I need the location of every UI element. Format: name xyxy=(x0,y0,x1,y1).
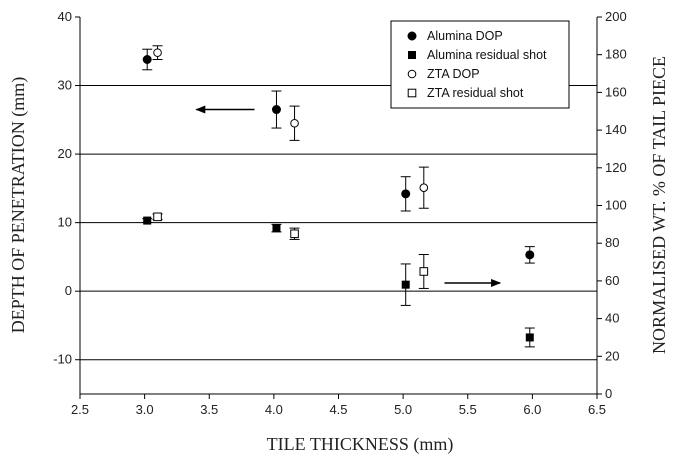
y2-tick-label: 60 xyxy=(605,273,619,288)
y-tick-label: 40 xyxy=(58,9,72,24)
y2-tick-label: 0 xyxy=(605,386,612,401)
y2-tick-label: 180 xyxy=(605,47,627,62)
legend-box xyxy=(390,20,570,109)
y2-tick-label: 80 xyxy=(605,235,619,250)
x-tick-label: 5.0 xyxy=(394,402,412,417)
series-3 xyxy=(152,212,429,289)
y2-tick-label: 120 xyxy=(605,160,627,175)
series-2 xyxy=(152,45,429,209)
y2-axis-title: NORMALISED WT. % OF TAIL PIECE xyxy=(649,56,669,354)
legend-label: ZTA DOP xyxy=(427,67,480,81)
legend-marker xyxy=(408,51,416,59)
data-point xyxy=(419,267,429,276)
data-point xyxy=(272,224,281,233)
x-tick-label: 6.5 xyxy=(588,402,606,417)
y-tick-label: 10 xyxy=(58,215,72,230)
y2-tick-label: 40 xyxy=(605,311,619,326)
y-axis-title: DEPTH OF PENETRATION (mm) xyxy=(8,77,29,334)
legend-marker xyxy=(407,31,417,41)
legend-marker xyxy=(407,88,417,98)
y2-tick-label: 100 xyxy=(605,198,627,213)
y2-tick-label: 200 xyxy=(605,9,627,24)
data-point xyxy=(419,183,429,192)
series-1 xyxy=(142,216,535,348)
y-axis-ticks: -10 0 10 20 30 40 xyxy=(53,9,80,367)
data-point xyxy=(143,216,152,225)
legend-label: ZTA residual shot xyxy=(427,86,524,100)
x-tick-label: 4.5 xyxy=(329,402,347,417)
data-point xyxy=(290,118,299,128)
y-tick-label: 20 xyxy=(58,146,72,161)
data-point xyxy=(153,48,162,57)
legend-marker xyxy=(407,69,417,79)
data-point xyxy=(153,212,162,222)
data-point xyxy=(401,189,411,199)
data-point xyxy=(525,333,534,342)
x-tick-label: 2.5 xyxy=(71,402,89,417)
y-tick-label: 30 xyxy=(58,78,72,93)
data-point xyxy=(271,105,281,115)
annotations xyxy=(195,105,502,287)
x-tick-label: 3.5 xyxy=(200,402,218,417)
data-point xyxy=(142,54,152,64)
y2-tick-label: 160 xyxy=(605,84,627,99)
x-tick-label: 3.0 xyxy=(136,402,154,417)
x-axis-ticks: 2.5 3.0 3.5 4.0 4.5 5.0 5.5 6.0 6.5 xyxy=(71,394,606,417)
y2-tick-label: 20 xyxy=(605,348,619,363)
x-tick-label: 6.0 xyxy=(523,402,541,417)
data-point xyxy=(290,229,299,239)
legend-label: Alumina residual shot xyxy=(427,48,547,62)
x-tick-label: 4.0 xyxy=(265,402,283,417)
y2-tick-label: 140 xyxy=(605,122,627,137)
x-tick-label: 5.5 xyxy=(459,402,477,417)
x-axis-title: TILE THICKNESS (mm) xyxy=(267,434,454,455)
data-point xyxy=(401,280,410,289)
data-point xyxy=(525,250,535,260)
y-tick-label: 0 xyxy=(65,283,72,298)
y-tick-label: -10 xyxy=(53,352,72,367)
data-series xyxy=(142,45,535,348)
legend-label: Alumina DOP xyxy=(427,29,503,43)
y2-axis-ticks: 0 20 40 60 80 100 120 140 160 180 200 xyxy=(597,9,627,401)
series-0 xyxy=(142,48,535,264)
legend: Alumina DOP Alumina residual shot ZTA DOP Z… xyxy=(390,20,570,109)
gridlines xyxy=(80,85,597,361)
